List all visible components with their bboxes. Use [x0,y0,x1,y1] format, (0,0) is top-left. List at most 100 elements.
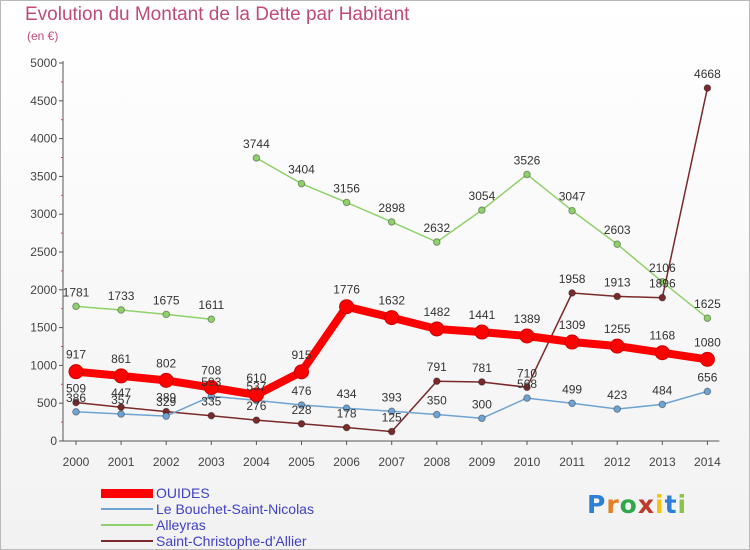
data-point [523,394,531,402]
data-label: 1675 [153,293,180,307]
x-tick-label: 2002 [153,455,180,469]
data-point [252,416,261,424]
data-point [297,179,306,188]
y-tick-label: 3500 [30,169,57,183]
data-point [658,277,667,286]
data-point [523,170,531,179]
data-point [519,328,535,344]
data-label: 917 [66,348,86,362]
x-tick-label: 2006 [333,455,360,469]
logo-letter: t [664,490,678,519]
data-label: 1776 [333,283,360,297]
data-label: 3744 [243,137,270,151]
x-tick-label: 2008 [423,455,450,469]
data-point [162,412,170,420]
data-label: 3047 [559,190,586,204]
data-label: 300 [472,397,492,411]
data-label: 1482 [423,305,450,319]
data-point [113,368,129,384]
data-label: 357 [111,393,131,407]
data-point [433,410,441,419]
data-labels-layer: 917 861 802 708 610 915 1776 1632 1482 1441 1389 13… [63,67,721,424]
data-point [703,84,712,92]
data-point [474,324,490,340]
data-label: 568 [517,377,537,391]
data-point [523,383,531,392]
data-point [207,315,216,324]
data-label: 1309 [559,318,586,332]
x-tick-label: 2000 [63,455,90,469]
data-point [433,238,441,246]
data-point [72,408,80,416]
data-label: 2898 [378,201,405,215]
series-line-2 [75,305,212,320]
data-label: 1168 [649,329,675,343]
y-tick-label: 4000 [30,132,57,146]
data-point [339,299,355,315]
data-point [297,419,306,428]
data-label: 3054 [469,189,496,203]
data-label: 350 [427,394,447,408]
data-label: 791 [427,360,447,374]
data-point [342,198,351,207]
data-point [158,372,174,388]
data-point [387,427,396,436]
legend-label: Saint-Christophe-d'Allier [156,533,307,549]
data-label: 2106 [649,261,676,275]
data-label: 476 [291,384,311,398]
data-label: 228 [291,403,311,417]
data-point [478,378,486,386]
x-tick-label: 2003 [198,455,225,469]
data-label: 423 [607,388,627,402]
data-label: 1441 [469,308,496,322]
data-point [478,414,486,423]
data-point [568,289,576,297]
data-point [613,405,622,413]
data-label: 1389 [514,312,541,326]
data-point [609,338,625,354]
data-point [564,334,580,350]
logo-letter: P [587,490,607,519]
y-tick-label: 2500 [30,245,57,259]
data-label: 2603 [604,223,631,237]
data-point [72,398,80,407]
legend-label: Alleyras [156,517,206,533]
data-label: 4668 [694,67,721,81]
x-tick-label: 2004 [243,455,270,469]
data-point [613,292,622,301]
data-label: 1632 [378,294,405,308]
data-label: 509 [66,382,86,396]
data-label: 781 [472,361,492,375]
data-point [568,206,576,215]
chart-axes: 0 500 1000 1500 2000 2500 3000 3500 4000 4500 5000… [30,56,721,469]
data-point [613,240,622,249]
x-tick-label: 2013 [649,455,676,469]
data-label: 484 [652,383,672,397]
y-tick-label: 2000 [30,283,57,297]
data-point [117,403,125,412]
x-tick-label: 2014 [694,455,721,469]
data-point [162,310,170,319]
data-label: 1896 [649,277,676,291]
data-label: 610 [246,371,266,385]
data-label: 3156 [333,181,360,195]
data-label: 178 [337,407,357,421]
data-label: 499 [562,382,582,396]
y-tick-label: 4500 [30,94,57,108]
proxiti-logo: Proxiti [587,490,687,519]
y-tick-label: 0 [50,434,57,448]
x-tick-label: 2010 [514,455,541,469]
data-label: 1625 [694,297,721,311]
x-tick-label: 2005 [288,455,315,469]
data-label: 1611 [198,298,224,312]
data-point [703,314,712,322]
y-tick-label: 500 [37,396,57,410]
legend-label: OUIDES [156,485,210,501]
data-point [68,364,84,380]
x-tick-label: 2011 [559,455,585,469]
data-point [117,306,125,314]
y-tick-label: 1000 [30,358,57,372]
data-label: 1913 [604,275,631,289]
